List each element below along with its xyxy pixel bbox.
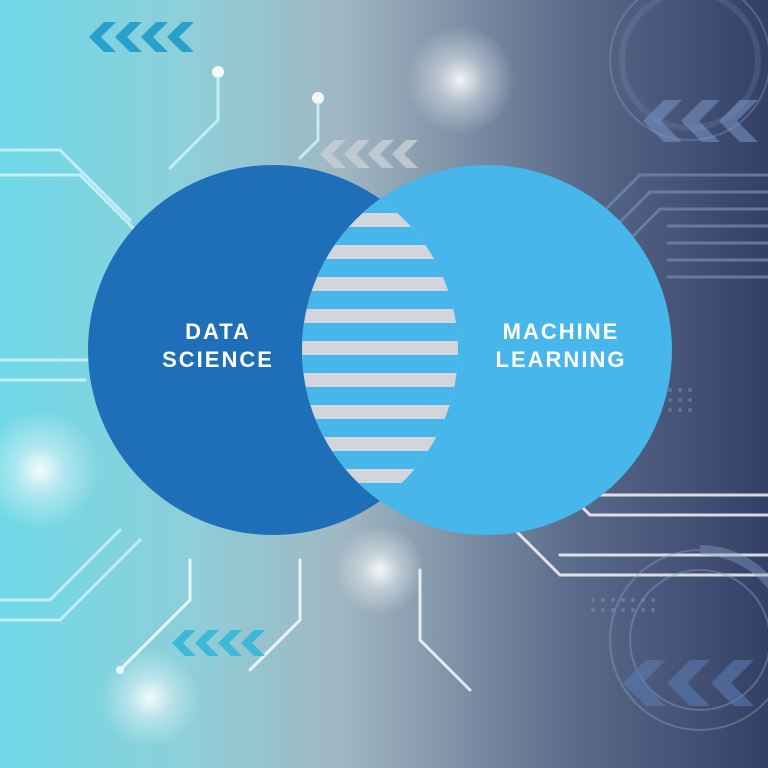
- chevrons-above-venn: [318, 140, 430, 168]
- chevrons-right-upper: [640, 100, 768, 142]
- right-label-line1: MACHINE: [466, 318, 656, 346]
- chevrons-top-left: [86, 22, 206, 52]
- chevrons-bottom-right: [620, 660, 768, 706]
- right-circle-label: MACHINE LEARNING: [466, 318, 656, 373]
- venn-diagram: DATA SCIENCE MACHINE LEARNING: [88, 165, 672, 535]
- right-label-line2: LEARNING: [466, 346, 656, 374]
- left-label-line2: SCIENCE: [133, 346, 303, 374]
- left-label-line1: DATA: [133, 318, 303, 346]
- chevrons-bottom-left: [170, 630, 278, 656]
- left-circle-label: DATA SCIENCE: [133, 318, 303, 373]
